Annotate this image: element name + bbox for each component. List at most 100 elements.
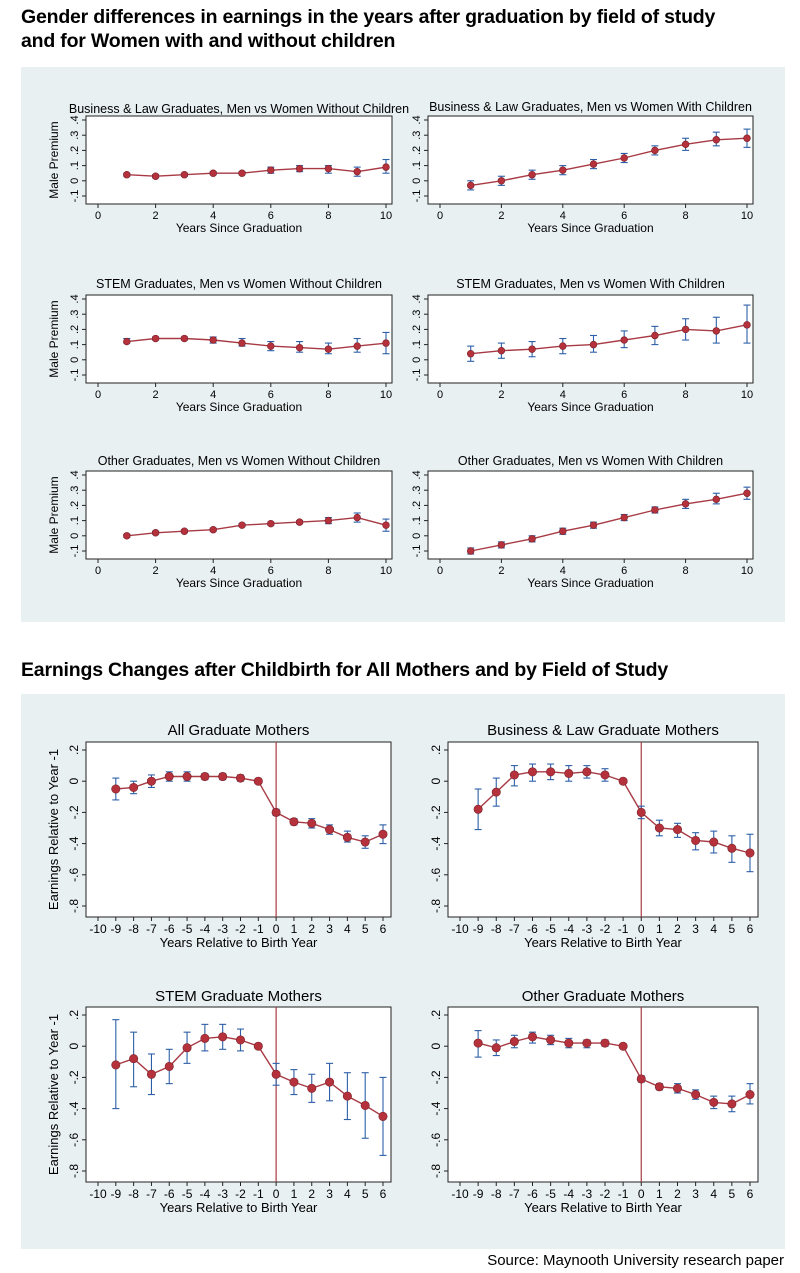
data-point [672,825,682,835]
x-tick-label: 6 [621,210,627,222]
chart-title: Other Graduates, Men vs Women Without Ch… [98,454,381,468]
data-point [382,163,390,171]
y-axis-label: Male Premium [47,300,61,377]
x-tick-label: -10 [89,1187,107,1201]
chart-title: All Graduate Mothers [168,722,310,739]
chart-title: STEM Graduates, Men vs Women Without Chi… [96,277,382,291]
x-tick-label: 8 [325,389,331,401]
x-tick-label: 6 [621,389,627,401]
data-point [582,1038,592,1048]
data-point [620,154,628,162]
y-tick-label: .2 [429,745,443,755]
data-point [709,1097,719,1107]
data-point [382,521,390,529]
chart-panel: STEM Graduate Mothers-10 -9 -8 -7 -6 -5 -4 -3 -2… [46,988,392,1215]
x-tick-label: -1 [253,1187,264,1201]
x-tick-label: 8 [325,210,331,222]
y-tick-label: .1 [411,340,423,349]
y-axis-label: Earnings Relative to Year -1 [46,1014,61,1175]
x-tick-label: 4 [344,922,351,936]
data-point [353,167,361,176]
plot-frame [85,741,392,918]
y-tick-label: -.6 [67,867,81,881]
data-point [180,527,189,535]
x-tick-label: 1 [656,922,663,936]
data-point [564,768,574,778]
x-tick-label: 8 [683,210,689,222]
data-point [712,327,720,335]
y-tick-label: .1 [411,161,423,170]
data-point [497,541,506,549]
x-tick-label: 8 [683,565,689,577]
x-tick-label: 6 [380,922,387,936]
y-tick-label: 0 [67,1043,81,1050]
y-tick-label: .1 [69,161,81,170]
data-point [378,829,388,839]
y-tick-label: .1 [69,340,81,349]
data-point [271,1069,281,1079]
data-point [267,519,275,528]
x-tick-label: -6 [164,1187,175,1201]
series-line [115,775,384,843]
data-point [295,343,304,352]
data-point [681,140,690,149]
y-tick-label: 0 [429,1043,443,1050]
data-point [289,817,299,827]
x-tick-label: 1 [656,1187,663,1201]
x-tick-label: -2 [235,1187,246,1201]
data-point [342,1091,352,1101]
data-point [324,516,333,525]
data-point [527,767,537,777]
x-tick-label: 6 [268,210,274,222]
x-tick-label: 2 [498,565,504,577]
data-point [209,336,217,344]
x-tick-label: -3 [217,922,228,936]
x-tick-label: -8 [491,922,502,936]
data-point [727,1099,737,1109]
x-tick-label: -2 [600,922,611,936]
data-point [295,164,304,173]
x-tick-label: -1 [618,1187,629,1201]
data-point [651,506,659,514]
data-point [146,1069,156,1079]
x-tick-label: -10 [451,922,469,936]
series-line [470,324,748,355]
x-tick-label: 4 [210,210,216,222]
y-tick-label: .2 [411,501,423,510]
y-tick-label: -.2 [429,805,443,819]
x-tick-label: -10 [89,922,107,936]
y-tick-label: .3 [411,310,423,319]
y-tick-label: .3 [411,486,423,495]
plot-frame [85,470,393,560]
data-point [691,835,701,845]
x-axis-label: Years Since Graduation [527,221,653,235]
y-tick-label: -.4 [429,836,443,850]
data-point [151,172,160,180]
data-point [253,776,263,786]
data-point [129,782,139,792]
x-tick-label: -9 [110,922,121,936]
x-tick-label: 6 [268,389,274,401]
x-tick-label: -6 [527,922,538,936]
x-tick-label: 0 [95,565,101,577]
y-tick-label: .3 [69,131,81,140]
data-point [620,513,628,522]
x-tick-label: -5 [182,922,193,936]
data-point [727,843,737,853]
y-tick-label: .4 [69,294,81,303]
x-tick-label: 4 [560,210,566,222]
data-point [267,166,275,174]
x-tick-label: 4 [210,389,216,401]
data-point [180,334,189,343]
chart-panel: Business & Law Graduates, Men vs Women W… [411,100,754,235]
data-point [238,169,246,177]
x-axis-label: Years Since Graduation [176,221,302,235]
data-point [151,334,160,343]
data-point [238,521,246,529]
y-tick-label: .2 [69,325,81,334]
series-line [126,166,387,177]
data-point [745,848,755,858]
y-tick-label: .2 [411,325,423,334]
x-tick-label: 2 [153,565,159,577]
